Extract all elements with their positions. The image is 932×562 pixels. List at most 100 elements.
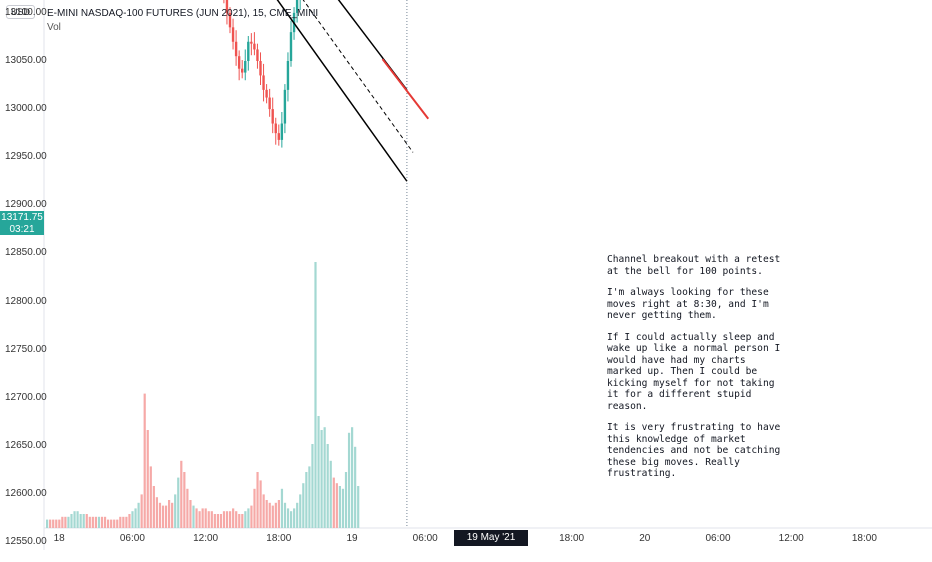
volume-bar (216, 514, 219, 528)
volume-bar (286, 508, 290, 528)
volume-bar (82, 514, 85, 528)
volume-bar (85, 514, 88, 528)
candle-body (268, 97, 271, 110)
annotation-paragraph-4: It is very frustrating to have this know… (607, 422, 781, 479)
volume-bar (222, 511, 226, 528)
candle-body (265, 89, 268, 98)
volume-bar (357, 486, 360, 528)
volume-bar (329, 460, 332, 528)
time-tick-label: 18:00 (851, 533, 877, 544)
volume-bar (314, 262, 317, 528)
annotation-paragraph-3: If I could actually sleep and wake up li… (607, 331, 781, 412)
volume-bar (320, 430, 323, 528)
time-tick-label: 12:00 (778, 533, 804, 544)
crosshair-time-label: 19 May '21 08:30 (454, 530, 528, 559)
volume-bar (244, 511, 247, 528)
volume-bar (100, 516, 104, 528)
volume-bar (171, 502, 174, 528)
volume-bar (277, 500, 280, 528)
volume-bar (177, 477, 180, 528)
time-tick-label: 06:00 (412, 533, 438, 544)
time-tick-label: 19 (346, 533, 358, 544)
volume-bar (213, 514, 216, 528)
volume-bar (344, 472, 348, 528)
candle-body (259, 61, 262, 76)
annotation-paragraph-1: Channel breakout with a retest at the be… (607, 254, 781, 277)
candle-body (283, 89, 287, 124)
volume-bar (158, 502, 162, 528)
volume-bar (164, 505, 168, 528)
volume-bar (225, 511, 229, 528)
price-tick-label: 13050.00 (5, 55, 47, 66)
volume-bar (131, 511, 134, 528)
volume-bar (332, 477, 335, 528)
candle-body (289, 32, 293, 61)
volume-bar (67, 516, 70, 528)
volume-bar (46, 519, 49, 528)
volume-bar (103, 516, 107, 528)
volume-bar (299, 494, 302, 528)
price-tick-label: 12650.00 (5, 439, 47, 451)
volume-bar (238, 514, 241, 528)
volume-bar (323, 427, 326, 528)
volume-bar (305, 472, 308, 528)
volume-bar (55, 519, 58, 528)
volume-bar (149, 466, 152, 528)
volume-bar (174, 494, 177, 528)
price-tick-label: 12600.00 (5, 487, 47, 499)
volume-bar (232, 508, 235, 528)
volume-bar (168, 500, 171, 528)
volume-bar (88, 516, 91, 528)
volume-bar (137, 502, 140, 528)
volume-bar (52, 519, 55, 528)
volume-bar (296, 502, 299, 528)
volume-bar (79, 514, 82, 528)
volume-bar (262, 494, 265, 528)
volume-bar (280, 488, 284, 528)
volume-bar (219, 514, 223, 528)
volume-bar (116, 519, 119, 528)
volume-bar (97, 516, 101, 528)
volume-bar (143, 393, 146, 528)
volume-bar (311, 444, 314, 528)
text-annotation[interactable]: Channel breakout with a retest at the be… (607, 254, 782, 490)
price-tick-label: 12700.00 (5, 391, 47, 403)
candle-body (250, 41, 253, 44)
bar-countdown: 03:21 (9, 224, 35, 235)
volume-indicator-label[interactable]: Vol (47, 22, 61, 33)
candle-body (277, 133, 280, 140)
candle-body (247, 41, 250, 61)
volume-bar (204, 508, 207, 528)
candle-body (231, 27, 235, 42)
currency-button[interactable]: USD (6, 5, 36, 19)
volume-bar (140, 494, 143, 528)
candle-body (274, 123, 277, 134)
volume-bar (341, 488, 345, 528)
volume-bar (146, 430, 149, 528)
volume-bar (207, 511, 210, 528)
crosshair-date: 19 May '21 (466, 532, 516, 543)
volume-bar (253, 488, 256, 528)
volume-bar (94, 516, 97, 528)
volume-bar (354, 446, 357, 528)
volume-bar (91, 516, 94, 528)
candle-body (225, 0, 229, 13)
symbol-title[interactable]: E-MINI NASDAQ-100 FUTURES (JUN 2021), 15… (47, 8, 319, 19)
chart-canvas[interactable] (0, 0, 932, 550)
volume-bar (76, 511, 79, 528)
price-tick-label: 13100.00 (5, 6, 47, 18)
volume-bar (283, 502, 287, 528)
volume-bar (241, 514, 244, 528)
volume-bar (259, 480, 262, 528)
price-tick-label: 12850.00 (5, 247, 47, 259)
time-tick-label: 18:00 (559, 533, 585, 544)
volume-bar (195, 508, 198, 528)
time-tick-label: 20 (639, 533, 651, 544)
channel-lower-line (276, 0, 408, 182)
annotation-paragraph-2: I'm always looking for these moves right… (607, 287, 769, 321)
candle-body (241, 68, 244, 73)
volume-bar (256, 472, 259, 528)
volume-bar (49, 519, 52, 528)
candle-body (286, 61, 290, 90)
candle-body (234, 41, 238, 57)
